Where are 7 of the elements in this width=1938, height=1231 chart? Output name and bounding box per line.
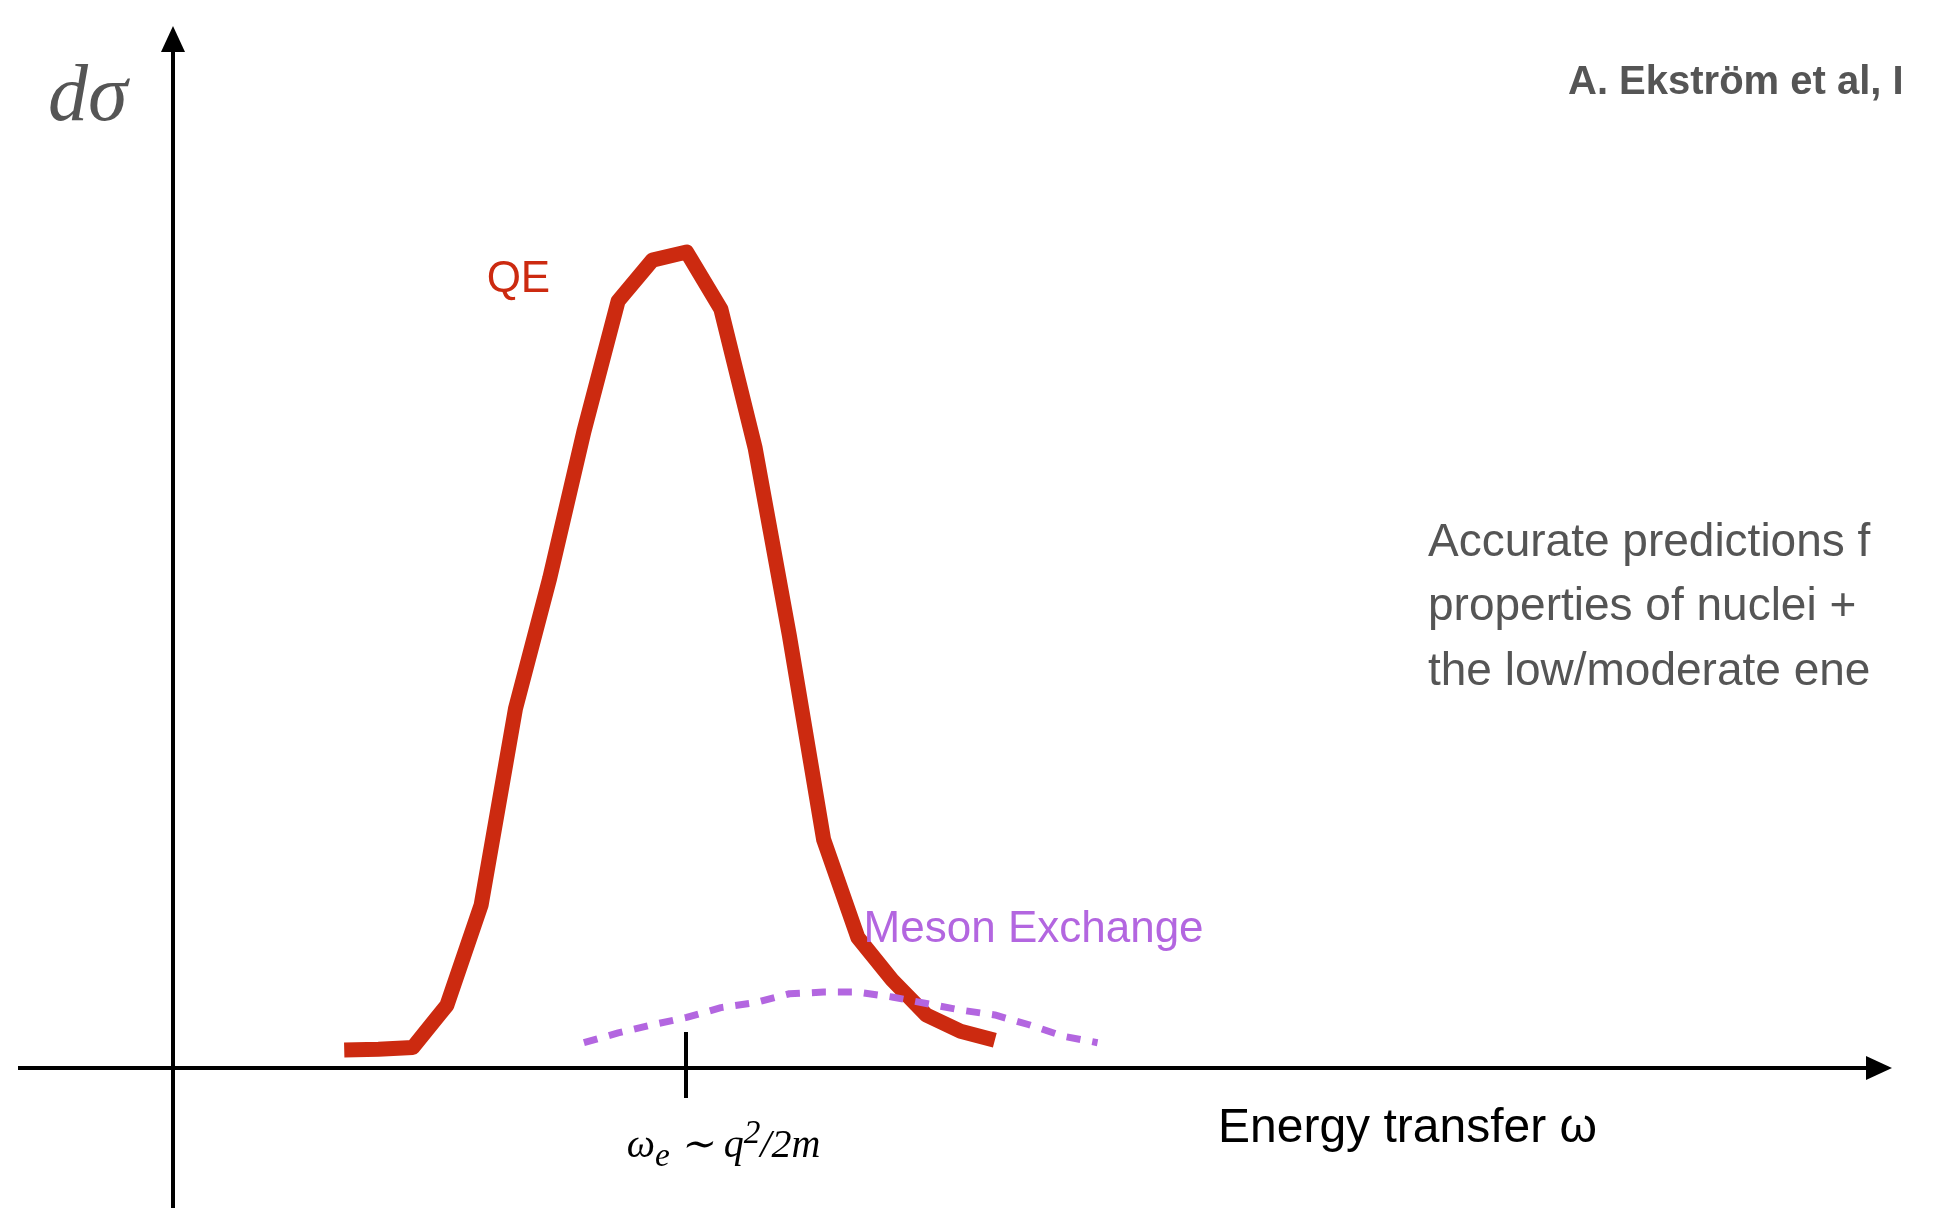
series-label: QE bbox=[486, 252, 551, 301]
annotation: Accurate predictions f properties of nuclei + the low/moderate ene bbox=[1428, 513, 1871, 697]
x-axis-title: Energy transfer ω bbox=[1218, 1098, 1597, 1153]
series-label: Meson Exchange bbox=[863, 902, 1204, 952]
text: A. Ekström et al, I bbox=[1568, 58, 1904, 103]
y-axis-title: dσ bbox=[48, 48, 128, 139]
text: ω$_{e}$ ∼ q$^{2}$/2m bbox=[626, 1113, 821, 1175]
